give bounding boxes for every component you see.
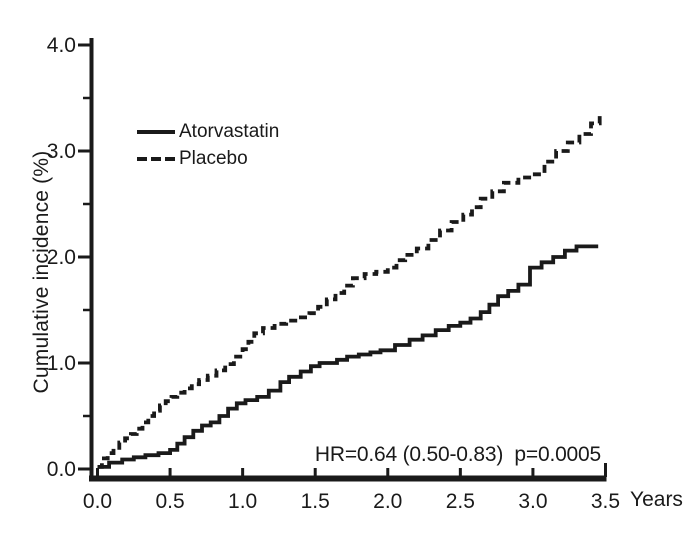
x-axis-tick-label: 0.0 <box>83 490 112 513</box>
x-axis-tick-label: 2.0 <box>373 490 402 513</box>
x-axis-tick-label: 3.0 <box>518 490 547 513</box>
y-axis-tick-label: 1.0 <box>47 352 76 375</box>
x-axis-tick-label: 1.0 <box>228 490 257 513</box>
legend-item-atorvastatin: Atorvastatin <box>137 121 279 143</box>
y-axis-tick-label: 4.0 <box>47 34 76 57</box>
x-axis-tick-label: 3.5 <box>591 490 620 513</box>
y-axis-tick-label: 2.0 <box>47 246 76 269</box>
legend-label-placebo: Placebo <box>179 148 248 169</box>
legend: Atorvastatin Placebo <box>137 121 279 170</box>
y-axis-tick-label: 0.0 <box>47 458 76 481</box>
legend-item-placebo: Placebo <box>137 148 279 170</box>
x-axis-tick-label: 1.5 <box>301 490 330 513</box>
y-axis-title: Cumulative incidence (%) <box>30 150 53 394</box>
x-axis-tick-label: 2.5 <box>446 490 475 513</box>
dashed-line-swatch <box>137 157 175 161</box>
curve-placebo <box>97 113 602 469</box>
solid-line-swatch <box>137 130 175 134</box>
x-axis-tick-label: 0.5 <box>155 490 184 513</box>
x-axis-unit-label: Years <box>630 488 683 511</box>
legend-label-atorvastatin: Atorvastatin <box>179 121 280 142</box>
hr-annotation: HR=0.64 (0.50-0.83) p=0.0005 <box>314 443 601 466</box>
curve-atorvastatin <box>97 244 599 469</box>
y-axis-tick-label: 3.0 <box>47 140 76 163</box>
